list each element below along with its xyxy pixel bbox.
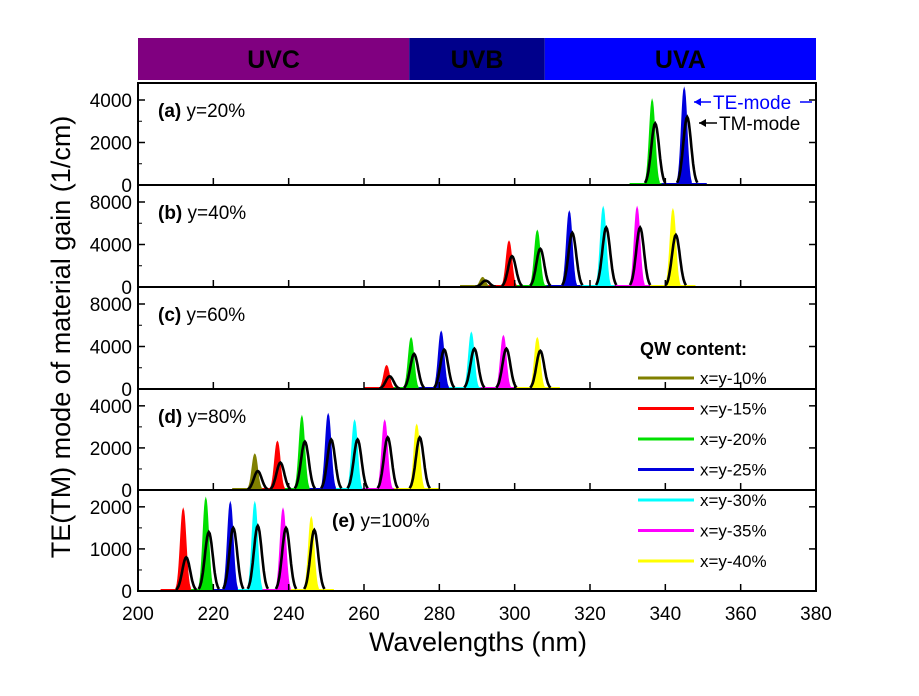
panel-composition: y=100% xyxy=(355,511,430,532)
panel-composition: y=40% xyxy=(182,203,246,224)
te-peak xyxy=(247,453,263,491)
tm-annotation-arrowhead xyxy=(699,119,706,127)
tm-curve xyxy=(378,374,401,390)
uv-band-uvc xyxy=(138,38,410,80)
tm-curve xyxy=(197,529,221,590)
tm-curve xyxy=(643,120,667,184)
panel-label: (e) y=100% xyxy=(332,511,430,532)
tm-curve xyxy=(495,346,518,389)
y-tick-label: 4000 xyxy=(90,397,132,418)
legend-entry-label: x=y-40% xyxy=(700,552,767,571)
legend-entry-label: x=y-35% xyxy=(700,522,767,541)
legend-entry-label: x=y-30% xyxy=(700,491,767,510)
panel-label: (a) y=20% xyxy=(158,101,245,122)
tm-curve xyxy=(269,460,292,491)
y-tick-label: 8000 xyxy=(90,295,132,316)
legend-title: QW content: xyxy=(640,339,747,359)
y-tick-label: 1000 xyxy=(90,540,132,561)
legend: QW content: x=y-10% x=y-15% x=y-20% x=y-25% x… xyxy=(638,339,767,571)
tm-curve xyxy=(319,437,343,489)
panel-label: (b) y=40% xyxy=(158,203,246,224)
x-tick-label: 300 xyxy=(499,604,531,625)
panel-b: 0 4000 8000 (b) y=40% xyxy=(90,184,817,299)
tm-curve xyxy=(403,352,426,389)
panel-a: 0 2000 4000 (a) y=20% xyxy=(90,82,817,197)
y-tick-label: 2000 xyxy=(90,439,132,460)
tm-curve xyxy=(529,247,552,287)
tm-curve xyxy=(274,525,298,590)
tm-curve xyxy=(293,439,317,490)
x-tick-label: 340 xyxy=(649,604,681,625)
panel-composition: y=20% xyxy=(181,101,245,122)
y-tick-label: 2000 xyxy=(90,498,132,519)
tm-curve xyxy=(475,279,497,289)
te-peak xyxy=(175,507,191,592)
panel-tag: (c) xyxy=(158,305,181,326)
panel-tag: (d) xyxy=(158,407,182,428)
legend-entry-label: x=y-20% xyxy=(700,430,767,449)
y-tick-label: 0 xyxy=(121,176,132,197)
x-tick-label: 260 xyxy=(348,604,380,625)
te-annotation-arrowhead xyxy=(694,98,701,106)
uv-band-label: UVC xyxy=(247,46,300,74)
panel-composition: y=60% xyxy=(181,305,245,326)
uv-band-uvb xyxy=(409,38,545,80)
y-tick-label: 4000 xyxy=(90,236,132,257)
panel-tag: (b) xyxy=(158,203,182,224)
tm-curve xyxy=(500,254,524,287)
tm-curve xyxy=(221,525,245,590)
x-tick-label: 320 xyxy=(574,604,606,625)
y-axis-label: TE(TM) mode of material gain (1/cm) xyxy=(46,116,76,559)
x-axis-label: Wavelengths (nm) xyxy=(369,627,587,657)
panel-e: 0 1000 2000 (e) y=100% xyxy=(90,489,817,603)
y-tick-label: 0 xyxy=(121,582,132,603)
panel-label: (d) y=80% xyxy=(158,407,246,428)
y-tick-label: 0 xyxy=(121,278,132,299)
y-tick-label: 8000 xyxy=(90,193,132,214)
tm-curve xyxy=(529,349,552,389)
panel-composition: y=80% xyxy=(182,407,246,428)
uv-band-label: UVA xyxy=(655,46,706,74)
x-tick-label: 380 xyxy=(800,604,832,625)
tm-curve xyxy=(376,435,400,489)
y-tick-label: 4000 xyxy=(90,338,132,359)
tm-curve xyxy=(175,555,198,591)
tm-curve xyxy=(594,224,618,286)
tm-curve xyxy=(246,469,269,491)
tm-curve xyxy=(463,346,486,389)
tm-curve xyxy=(628,224,652,286)
panel-frame xyxy=(137,184,817,288)
tm-curve xyxy=(675,114,699,184)
x-tick-label: 220 xyxy=(197,604,229,625)
te-mode-label: TE-mode xyxy=(713,93,791,114)
panel-frame xyxy=(137,489,817,592)
tm-curve xyxy=(664,232,688,286)
tm-curve xyxy=(433,347,456,389)
panel-tag: (e) xyxy=(332,511,355,532)
legend-entry-label: x=y-10% xyxy=(700,369,767,388)
x-tick-label: 200 xyxy=(122,604,154,625)
y-tick-label: 0 xyxy=(121,380,132,401)
tm-curve xyxy=(302,527,326,590)
x-tick-label: 280 xyxy=(423,604,455,625)
y-tick-label: 2000 xyxy=(90,134,132,155)
tm-curve xyxy=(408,435,432,489)
tm-curve xyxy=(246,523,270,590)
uv-band-uva xyxy=(544,38,816,80)
panel-tag: (a) xyxy=(158,101,181,122)
tm-mode-label: TM-mode xyxy=(719,114,800,135)
legend-entry-label: x=y-25% xyxy=(700,461,767,480)
x-tick-label: 240 xyxy=(273,604,305,625)
legend-entry-label: x=y-15% xyxy=(700,400,767,419)
y-tick-label: 4000 xyxy=(90,91,132,112)
y-tick-label: 0 xyxy=(121,481,132,502)
uv-band-label: UVB xyxy=(451,46,504,74)
tm-curve xyxy=(561,230,584,286)
x-tick-label: 360 xyxy=(725,604,757,625)
tm-curve xyxy=(346,437,369,490)
panel-label: (c) y=60% xyxy=(158,305,245,326)
